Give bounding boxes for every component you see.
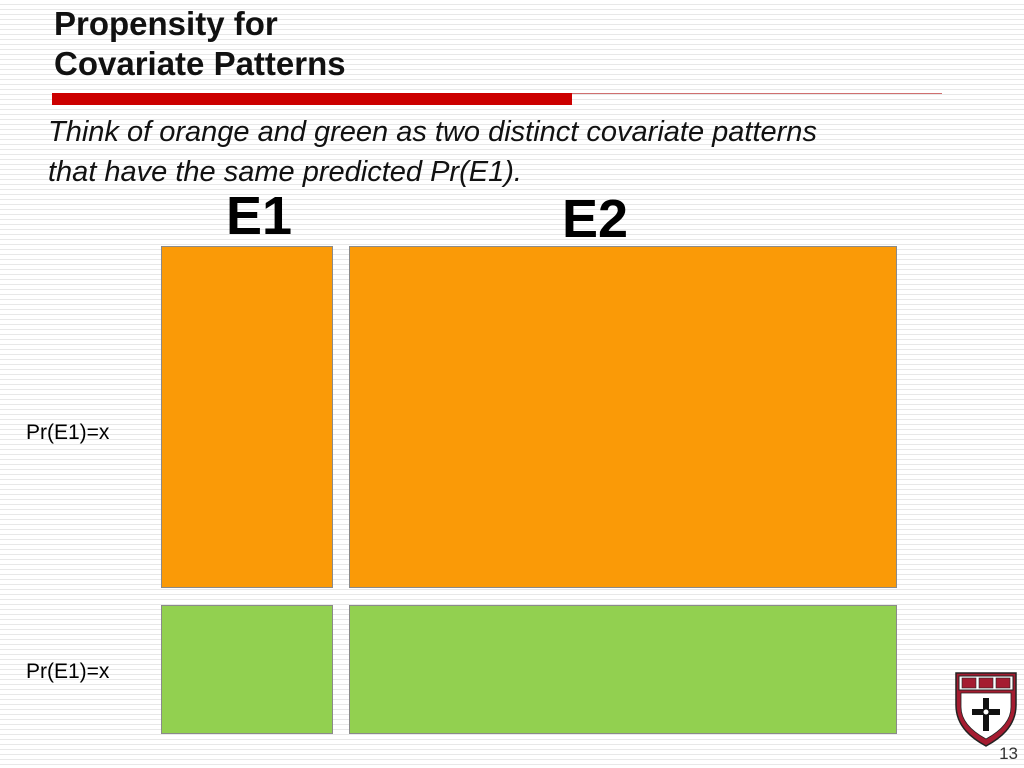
slide-title: Propensity for Covariate Patterns bbox=[54, 4, 346, 84]
title-underline-thick bbox=[52, 93, 572, 105]
row-label-green: Pr(E1)=x bbox=[26, 660, 110, 683]
green-e2-box bbox=[349, 605, 897, 734]
orange-e2-box bbox=[349, 246, 897, 588]
page-number: 13 bbox=[999, 744, 1018, 763]
slide-subtitle: Think of orange and green as two distinc… bbox=[48, 112, 978, 192]
subtitle-line-1: Think of orange and green as two distinc… bbox=[48, 116, 817, 148]
title-line-2: Covariate Patterns bbox=[54, 45, 346, 82]
row-label-orange: Pr(E1)=x bbox=[26, 421, 110, 444]
column-header-e1: E1 bbox=[226, 186, 293, 246]
orange-e1-box bbox=[161, 246, 333, 588]
title-line-1: Propensity for bbox=[54, 5, 278, 42]
subtitle-line-2: that have the same predicted Pr(E1). bbox=[48, 156, 522, 188]
green-e1-box bbox=[161, 605, 333, 734]
shield-crest-logo bbox=[955, 672, 1017, 747]
title-underline-thin bbox=[572, 93, 942, 94]
column-header-e2: E2 bbox=[562, 189, 629, 249]
